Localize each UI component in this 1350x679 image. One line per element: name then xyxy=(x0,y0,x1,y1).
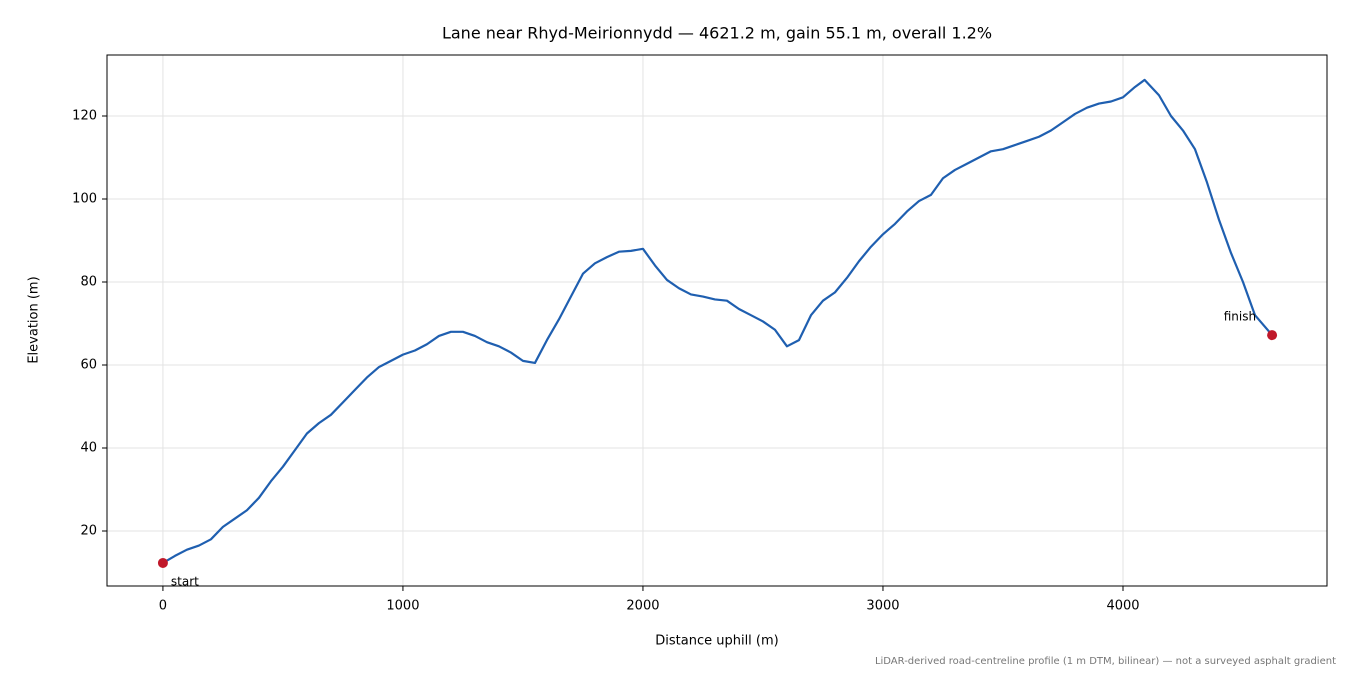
plot-frame xyxy=(106,54,1328,587)
x-tick-label: 4000 xyxy=(1106,599,1139,614)
x-axis-label: Distance uphill (m) xyxy=(655,634,778,649)
endpoint-marker xyxy=(157,557,168,568)
chart-title: Lane near Rhyd-Meirionnydd — 4621.2 m, g… xyxy=(442,24,992,43)
x-tick-label: 2000 xyxy=(626,599,659,614)
endpoint-label: start xyxy=(171,574,199,588)
line xyxy=(162,78,1273,564)
y-tick-label: 20 xyxy=(80,524,97,539)
y-axis-label: Elevation (m) xyxy=(27,276,42,363)
y-tick-label: 100 xyxy=(72,192,97,207)
x-tick-label: 0 xyxy=(159,599,167,614)
x-tick-label: 1000 xyxy=(386,599,419,614)
x-tick-label: 3000 xyxy=(866,599,899,614)
y-tick-label: 120 xyxy=(72,109,97,124)
endpoint-label: finish xyxy=(1224,310,1256,324)
grid xyxy=(107,55,1327,586)
y-tick-label: 40 xyxy=(80,441,97,456)
y-tick-label: 80 xyxy=(80,275,97,290)
endpoint-marker xyxy=(1267,330,1278,341)
plot: start finish xyxy=(157,78,1278,588)
footnote: LiDAR-derived road-centreline profile (1… xyxy=(875,656,1336,667)
y-tick-label: 60 xyxy=(80,358,97,373)
